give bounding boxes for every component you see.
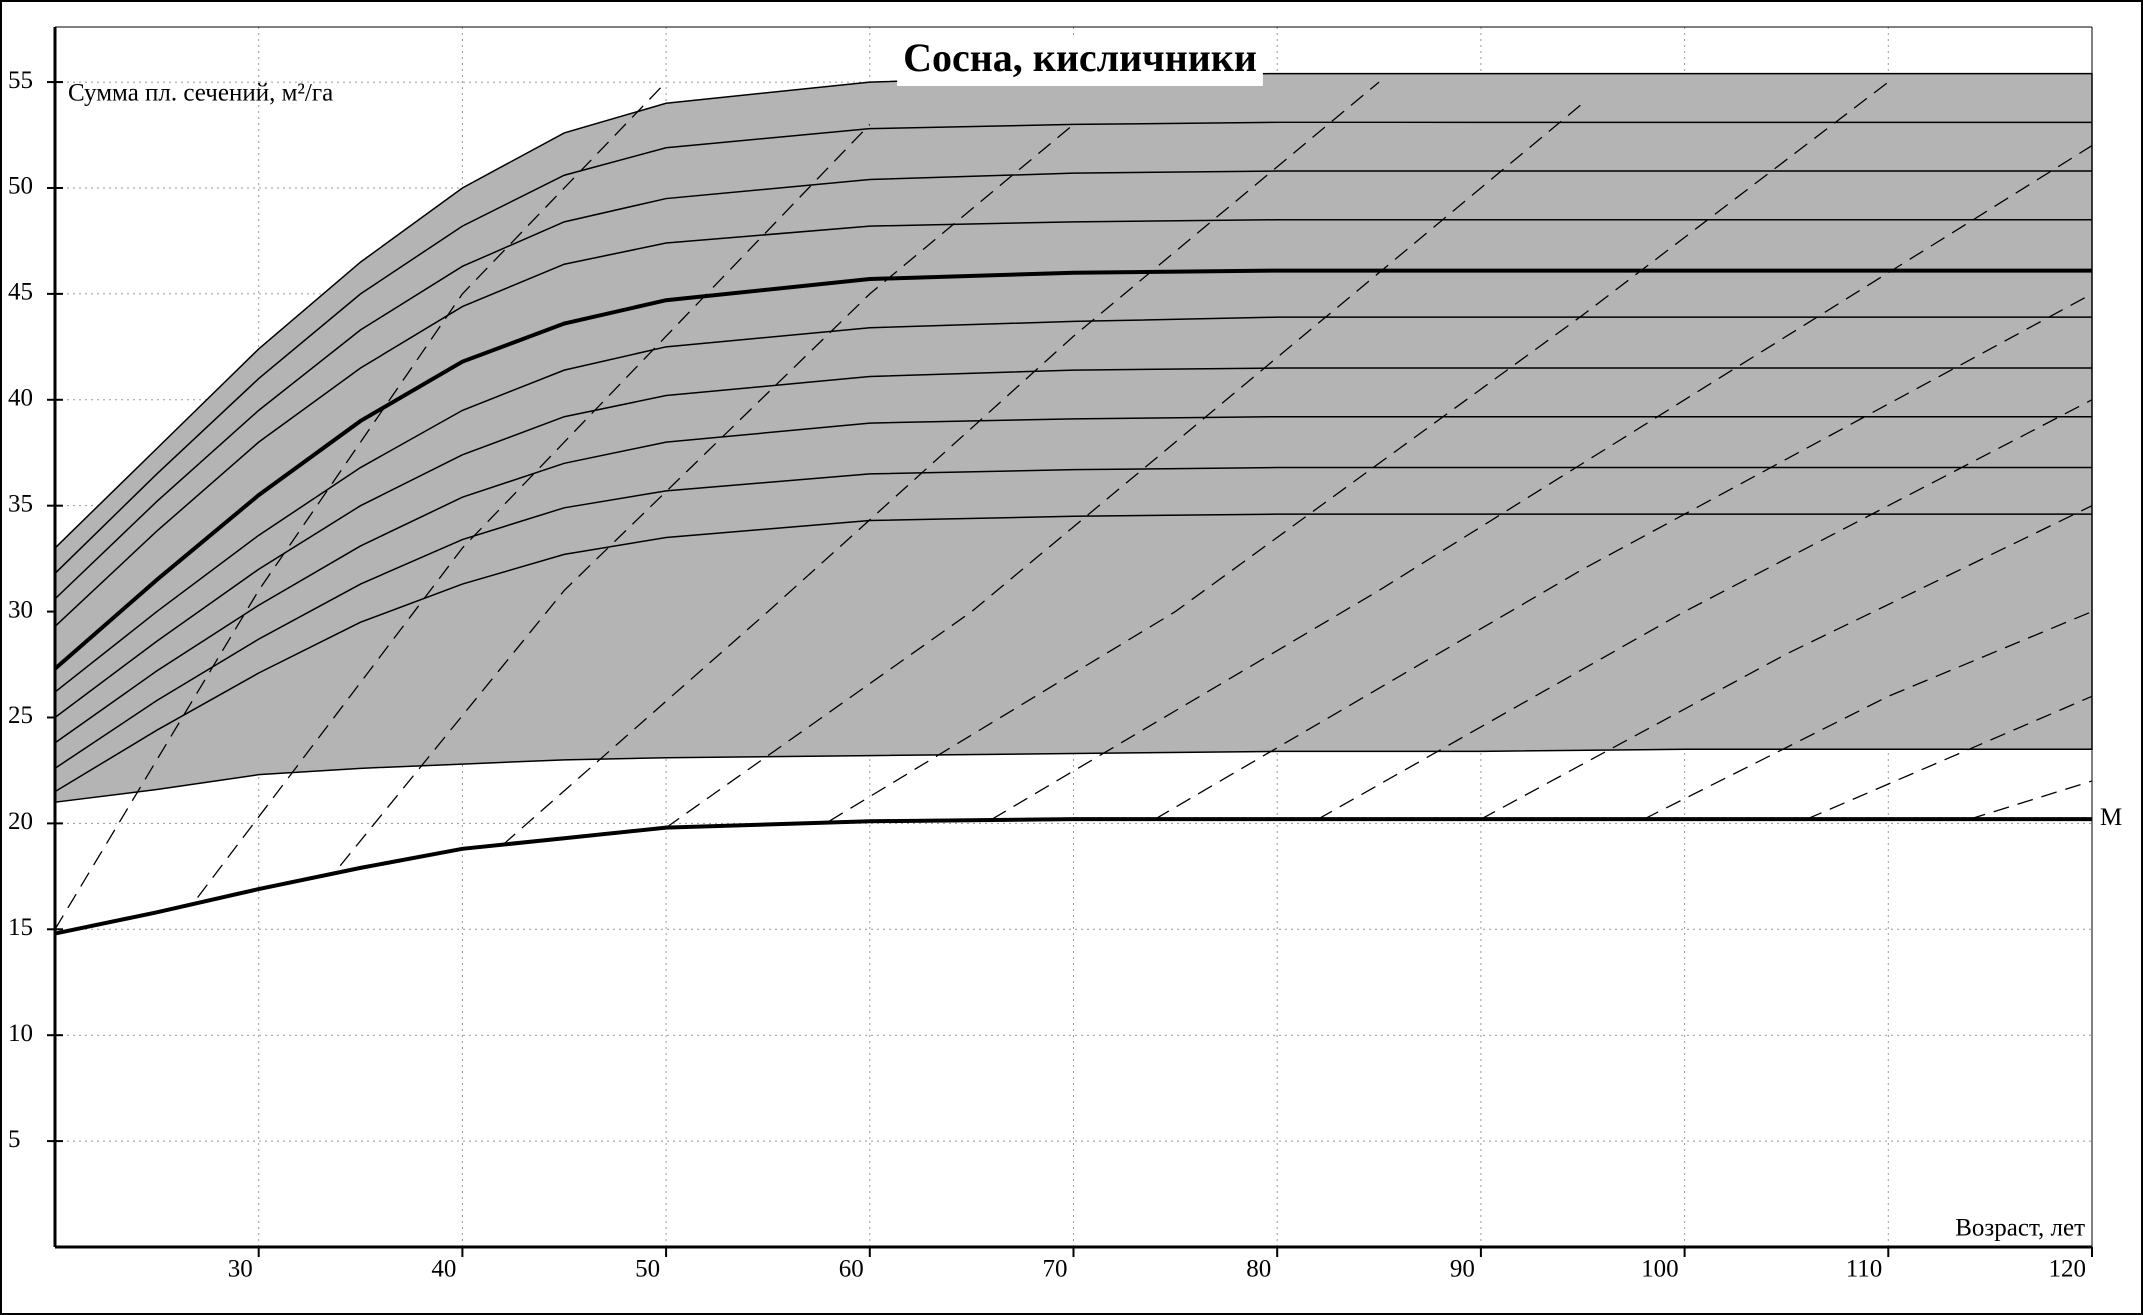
dashed-line	[1969, 780, 2093, 820]
y-tick-label: 25	[8, 702, 33, 729]
series-label: M	[2100, 804, 2122, 831]
chart-title: Сосна, кисличники	[903, 35, 1257, 80]
y-tick-label: 45	[8, 279, 33, 306]
x-axis-label: Возраст, лет	[1955, 1215, 2085, 1242]
y-tick-label: 10	[8, 1020, 33, 1047]
y-tick-label: 15	[8, 914, 33, 941]
dashed-line	[1154, 293, 2093, 820]
y-tick-label: 5	[8, 1126, 21, 1153]
line	[54, 817, 2092, 936]
line	[54, 170, 2092, 600]
title-background	[897, 38, 1263, 86]
x-tick-label: 30	[228, 1256, 253, 1283]
dashed-line	[991, 145, 2093, 820]
dashed-line	[197, 123, 871, 898]
x-tick-label: 70	[1043, 1256, 1068, 1283]
dashed-line	[1480, 505, 2093, 820]
x-tick-label: 120	[2049, 1256, 2087, 1283]
line	[54, 367, 2092, 719]
line	[54, 218, 2092, 627]
y-tick-label: 20	[8, 808, 33, 835]
plot	[47, 26, 2093, 1257]
y-tick-label: 50	[8, 173, 33, 200]
dashed-line	[1806, 695, 2093, 820]
line	[54, 415, 2092, 744]
dashed-line	[339, 123, 1074, 867]
x-tick-label: 110	[1846, 1256, 1883, 1283]
x-tick-label: 40	[431, 1256, 456, 1283]
x-tick-label: 90	[1450, 1256, 1475, 1283]
x-tick-label: 50	[635, 1256, 660, 1283]
line	[54, 121, 2092, 574]
dashed-line	[502, 81, 1380, 846]
line	[54, 466, 2092, 769]
dashed-line	[665, 102, 1584, 829]
y-axis-label: Сумма пл. сечений, м²/га	[68, 80, 333, 107]
x-tick-label: 60	[839, 1256, 864, 1283]
x-tick-label: 80	[1246, 1256, 1271, 1283]
line	[53, 268, 2092, 671]
line	[54, 513, 2092, 793]
dashed-line	[54, 81, 667, 930]
dashed-line	[828, 81, 1889, 822]
line	[54, 316, 2092, 693]
y-tick-label: 35	[8, 490, 33, 517]
y-tick-label: 55	[8, 67, 33, 94]
x-tick-label: 100	[1641, 1256, 1679, 1283]
dashed-line	[1317, 399, 2093, 820]
y-tick-label: 40	[8, 385, 33, 412]
y-tick-label: 30	[8, 596, 33, 623]
